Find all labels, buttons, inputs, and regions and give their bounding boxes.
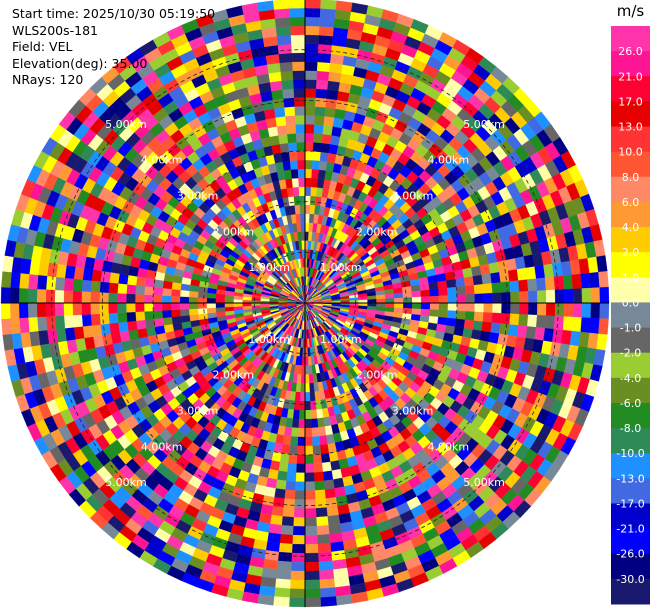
colorbar-tick-label: 4.0	[622, 221, 640, 234]
colorbar-tick-label: 8.0	[622, 171, 640, 184]
colorbar-tick-label: 21.0	[618, 70, 643, 83]
colorbar-tick-label: -30.0	[616, 573, 644, 586]
colorbar-tick-label: 13.0	[618, 121, 643, 134]
colorbar-tick-label: -26.0	[616, 548, 644, 561]
colorbar-tick-label: 10.0	[618, 146, 643, 159]
colorbar-tick-label: -17.0	[616, 497, 644, 510]
colorbar-tick-label: -6.0	[620, 397, 641, 410]
colorbar-tick-label: 2.0	[622, 246, 640, 259]
colorbar-tick-label: 26.0	[618, 45, 643, 58]
colorbar-tick-label: 6.0	[622, 196, 640, 209]
colorbar-tick-label: 1.0	[622, 271, 640, 284]
colorbar-tick-label: -10.0	[616, 447, 644, 460]
colorbar-tick-label: -1.0	[620, 322, 641, 335]
colorbar-tick-label: -8.0	[620, 422, 641, 435]
colorbar-tick-label: 17.0	[618, 95, 643, 108]
colorbar-tick-label: -21.0	[616, 523, 644, 536]
colorbar-tick-label: 0.0	[622, 296, 640, 309]
colorbar-tick-label: -13.0	[616, 472, 644, 485]
colorbar-tick-label: -2.0	[620, 347, 641, 360]
colorbar-unit: m/s	[617, 2, 645, 20]
colorbar-tick-label: -4.0	[620, 372, 641, 385]
velocity-field	[0, 0, 610, 608]
